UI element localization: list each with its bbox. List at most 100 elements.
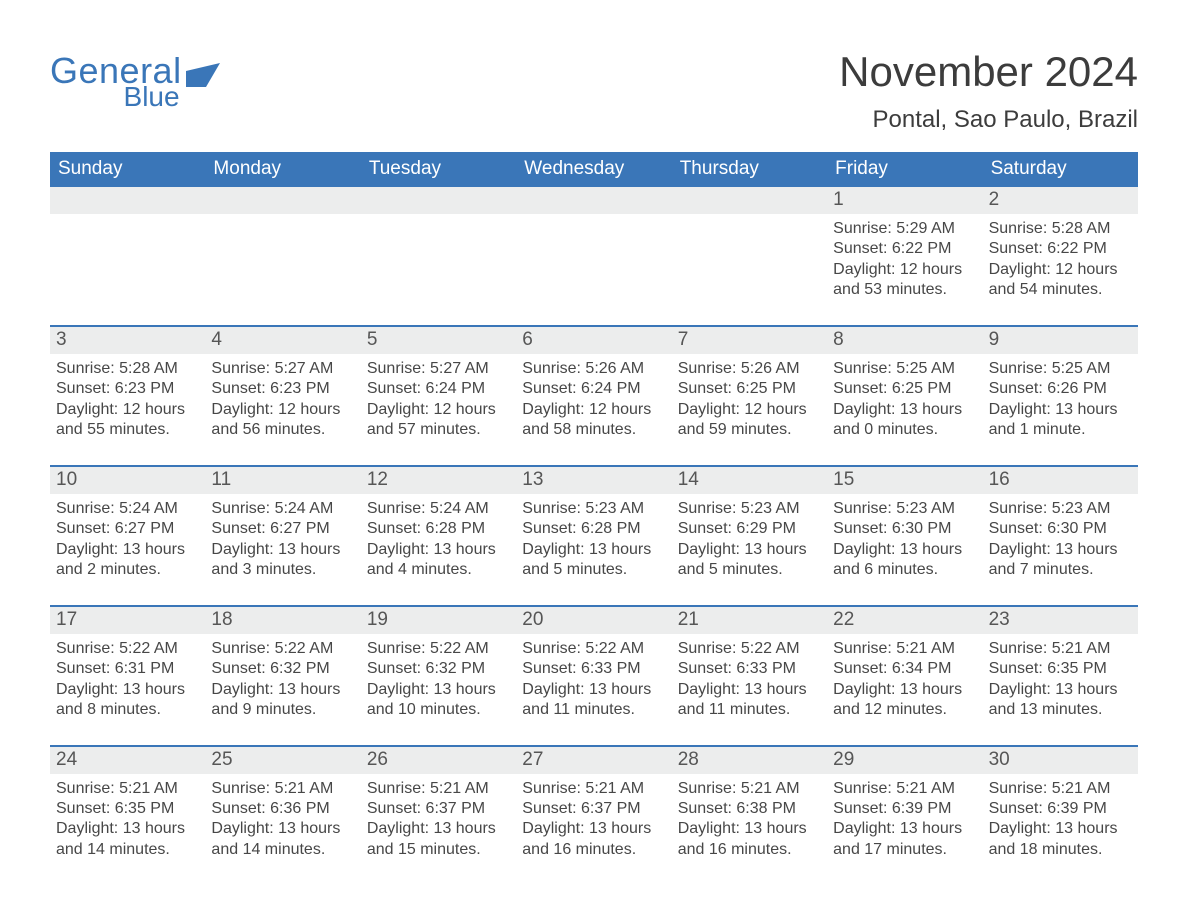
sunset-text: Sunset: 6:39 PM <box>989 799 1132 819</box>
sunset-text: Sunset: 6:22 PM <box>989 239 1132 259</box>
day-number: 21 <box>672 607 827 634</box>
sunset-text: Sunset: 6:38 PM <box>678 799 821 819</box>
day-number: 28 <box>672 747 827 774</box>
sunrise-text: Sunrise: 5:28 AM <box>989 219 1132 239</box>
daylight-text: Daylight: 13 hours and 5 minutes. <box>678 540 821 581</box>
sunrise-text: Sunrise: 5:21 AM <box>211 779 354 799</box>
day-cell: Sunrise: 5:27 AMSunset: 6:24 PMDaylight:… <box>361 354 516 445</box>
daylight-text: Daylight: 13 hours and 8 minutes. <box>56 680 199 721</box>
daylight-text: Daylight: 13 hours and 7 minutes. <box>989 540 1132 581</box>
day-cell: Sunrise: 5:23 AMSunset: 6:30 PMDaylight:… <box>827 494 982 585</box>
daylight-text: Daylight: 13 hours and 1 minute. <box>989 400 1132 441</box>
sunset-text: Sunset: 6:28 PM <box>522 519 665 539</box>
sunset-text: Sunset: 6:31 PM <box>56 659 199 679</box>
day-number: 13 <box>516 467 671 494</box>
day-cell: Sunrise: 5:29 AMSunset: 6:22 PMDaylight:… <box>827 214 982 305</box>
day-cell: Sunrise: 5:23 AMSunset: 6:29 PMDaylight:… <box>672 494 827 585</box>
sunrise-text: Sunrise: 5:28 AM <box>56 359 199 379</box>
sunset-text: Sunset: 6:24 PM <box>367 379 510 399</box>
daylight-text: Daylight: 13 hours and 5 minutes. <box>522 540 665 581</box>
day-cell: Sunrise: 5:23 AMSunset: 6:28 PMDaylight:… <box>516 494 671 585</box>
daylight-text: Daylight: 13 hours and 18 minutes. <box>989 819 1132 860</box>
sunrise-text: Sunrise: 5:21 AM <box>678 779 821 799</box>
week-row: 3456789Sunrise: 5:28 AMSunset: 6:23 PMDa… <box>50 325 1138 465</box>
day-cell: Sunrise: 5:28 AMSunset: 6:23 PMDaylight:… <box>50 354 205 445</box>
logo-flag-icon <box>186 63 220 87</box>
sunset-text: Sunset: 6:34 PM <box>833 659 976 679</box>
daylight-text: Daylight: 13 hours and 10 minutes. <box>367 680 510 721</box>
day-number: 10 <box>50 467 205 494</box>
daylight-text: Daylight: 13 hours and 12 minutes. <box>833 680 976 721</box>
day-cell: Sunrise: 5:23 AMSunset: 6:30 PMDaylight:… <box>983 494 1138 585</box>
sunrise-text: Sunrise: 5:25 AM <box>989 359 1132 379</box>
day-cell: Sunrise: 5:25 AMSunset: 6:25 PMDaylight:… <box>827 354 982 445</box>
day-cell: Sunrise: 5:22 AMSunset: 6:33 PMDaylight:… <box>516 634 671 725</box>
day-cell: Sunrise: 5:21 AMSunset: 6:37 PMDaylight:… <box>516 774 671 870</box>
calendar: Sunday Monday Tuesday Wednesday Thursday… <box>50 152 1138 874</box>
sunrise-text: Sunrise: 5:21 AM <box>56 779 199 799</box>
day-cell: Sunrise: 5:21 AMSunset: 6:37 PMDaylight:… <box>361 774 516 870</box>
sunrise-text: Sunrise: 5:24 AM <box>367 499 510 519</box>
sunset-text: Sunset: 6:25 PM <box>833 379 976 399</box>
day-number-strip: 24252627282930 <box>50 745 1138 774</box>
weekday-header: Thursday <box>672 152 827 187</box>
day-number: 25 <box>205 747 360 774</box>
sunrise-text: Sunrise: 5:26 AM <box>678 359 821 379</box>
day-number: 24 <box>50 747 205 774</box>
title-block: November 2024 Pontal, Sao Paulo, Brazil <box>839 48 1138 134</box>
daylight-text: Daylight: 12 hours and 58 minutes. <box>522 400 665 441</box>
sunrise-text: Sunrise: 5:24 AM <box>56 499 199 519</box>
day-body-strip: Sunrise: 5:29 AMSunset: 6:22 PMDaylight:… <box>50 214 1138 325</box>
day-number: 29 <box>827 747 982 774</box>
day-number: 6 <box>516 327 671 354</box>
day-number: 11 <box>205 467 360 494</box>
day-number: 16 <box>983 467 1138 494</box>
day-number: 4 <box>205 327 360 354</box>
day-cell: Sunrise: 5:22 AMSunset: 6:32 PMDaylight:… <box>361 634 516 725</box>
day-number: 9 <box>983 327 1138 354</box>
sunset-text: Sunset: 6:27 PM <box>211 519 354 539</box>
sunrise-text: Sunrise: 5:25 AM <box>833 359 976 379</box>
day-number: 26 <box>361 747 516 774</box>
day-number <box>205 187 360 214</box>
daylight-text: Daylight: 13 hours and 3 minutes. <box>211 540 354 581</box>
day-cell: Sunrise: 5:26 AMSunset: 6:25 PMDaylight:… <box>672 354 827 445</box>
day-cell: Sunrise: 5:21 AMSunset: 6:39 PMDaylight:… <box>827 774 982 870</box>
day-body-strip: Sunrise: 5:24 AMSunset: 6:27 PMDaylight:… <box>50 494 1138 605</box>
day-cell: Sunrise: 5:28 AMSunset: 6:22 PMDaylight:… <box>983 214 1138 305</box>
weekday-header-row: Sunday Monday Tuesday Wednesday Thursday… <box>50 152 1138 187</box>
sunset-text: Sunset: 6:32 PM <box>367 659 510 679</box>
weekday-header: Tuesday <box>361 152 516 187</box>
sunrise-text: Sunrise: 5:21 AM <box>833 639 976 659</box>
daylight-text: Daylight: 13 hours and 11 minutes. <box>678 680 821 721</box>
day-number: 18 <box>205 607 360 634</box>
sunrise-text: Sunrise: 5:23 AM <box>833 499 976 519</box>
day-number: 20 <box>516 607 671 634</box>
header: General Blue November 2024 Pontal, Sao P… <box>50 48 1138 134</box>
daylight-text: Daylight: 13 hours and 13 minutes. <box>989 680 1132 721</box>
page-title: November 2024 <box>839 48 1138 96</box>
logo: General Blue <box>50 48 220 111</box>
week-row: 17181920212223Sunrise: 5:22 AMSunset: 6:… <box>50 605 1138 745</box>
day-body-strip: Sunrise: 5:28 AM Sunset: 6:23 PM Daylight:… <box>50 354 1138 465</box>
day-cell: Sunrise: 5:24 AMSunset: 6:28 PMDaylight:… <box>361 494 516 585</box>
sunset-text: Sunset: 6:30 PM <box>833 519 976 539</box>
day-number: 12 <box>361 467 516 494</box>
sunset-text: Sunset: 6:23 PM <box>211 379 354 399</box>
sunrise-text: Sunrise: 5:21 AM <box>367 779 510 799</box>
day-number <box>50 187 205 214</box>
day-number: 23 <box>983 607 1138 634</box>
day-number-strip: 12 <box>50 187 1138 214</box>
sunset-text: Sunset: 6:32 PM <box>211 659 354 679</box>
daylight-text: Daylight: 12 hours and 53 minutes. <box>833 260 976 301</box>
day-number: 30 <box>983 747 1138 774</box>
daylight-text: Daylight: 13 hours and 14 minutes. <box>211 819 354 860</box>
day-number <box>672 187 827 214</box>
sunset-text: Sunset: 6:29 PM <box>678 519 821 539</box>
sunrise-text: Sunrise: 5:21 AM <box>989 639 1132 659</box>
day-cell: Sunrise: 5:21 AMSunset: 6:35 PMDaylight:… <box>50 774 205 870</box>
sunset-text: Sunset: 6:24 PM <box>522 379 665 399</box>
sunrise-text: Sunrise: 5:23 AM <box>989 499 1132 519</box>
sunrise-text: Sunrise: 5:26 AM <box>522 359 665 379</box>
day-number: 3 <box>50 327 205 354</box>
